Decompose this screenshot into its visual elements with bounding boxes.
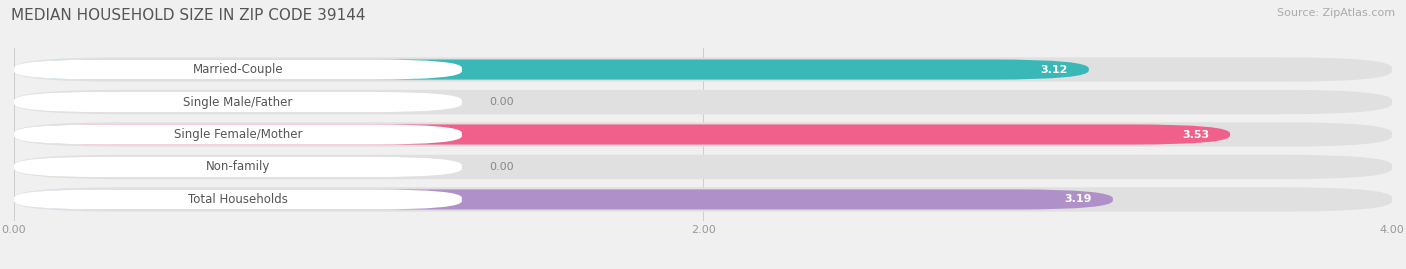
- FancyBboxPatch shape: [14, 59, 1088, 80]
- FancyBboxPatch shape: [14, 125, 1230, 144]
- FancyBboxPatch shape: [14, 90, 1392, 114]
- FancyBboxPatch shape: [14, 125, 463, 144]
- FancyBboxPatch shape: [14, 155, 1392, 179]
- Text: Single Female/Mother: Single Female/Mother: [174, 128, 302, 141]
- Text: Total Households: Total Households: [188, 193, 288, 206]
- FancyBboxPatch shape: [14, 92, 463, 112]
- Text: 3.19: 3.19: [1064, 194, 1092, 204]
- Text: 3.53: 3.53: [1182, 129, 1209, 140]
- Text: Married-Couple: Married-Couple: [193, 63, 283, 76]
- Text: Source: ZipAtlas.com: Source: ZipAtlas.com: [1277, 8, 1395, 18]
- Text: 3.12: 3.12: [1040, 65, 1069, 75]
- Text: 0.00: 0.00: [489, 97, 515, 107]
- FancyBboxPatch shape: [14, 57, 1392, 82]
- FancyBboxPatch shape: [14, 59, 463, 80]
- FancyBboxPatch shape: [14, 157, 463, 177]
- FancyBboxPatch shape: [14, 122, 1392, 147]
- FancyBboxPatch shape: [14, 189, 463, 210]
- Text: Single Male/Father: Single Male/Father: [183, 95, 292, 108]
- FancyBboxPatch shape: [14, 189, 1114, 210]
- FancyBboxPatch shape: [14, 187, 1392, 212]
- Text: 0.00: 0.00: [489, 162, 515, 172]
- Text: Non-family: Non-family: [205, 161, 270, 174]
- Text: MEDIAN HOUSEHOLD SIZE IN ZIP CODE 39144: MEDIAN HOUSEHOLD SIZE IN ZIP CODE 39144: [11, 8, 366, 23]
